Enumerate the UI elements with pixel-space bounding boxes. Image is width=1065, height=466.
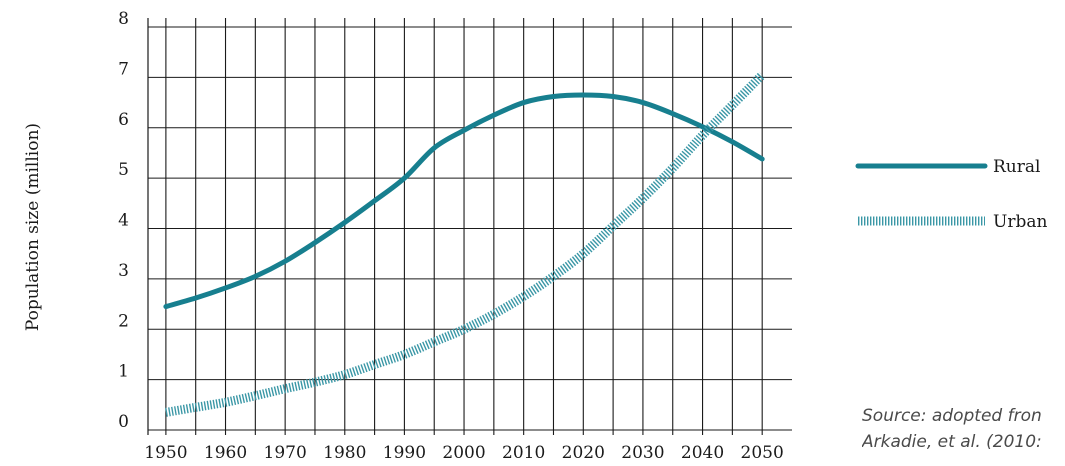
y-tick-label: 6 [118, 110, 129, 130]
series-line-rural [163, 92, 765, 310]
x-tick-label: 1980 [323, 443, 366, 463]
x-tick-label: 1950 [144, 443, 187, 463]
source-note: Source: adopted fron Arkadie, et al. (20… [862, 403, 1065, 455]
series-layer [163, 71, 766, 417]
x-tick-label: 2050 [741, 443, 784, 463]
x-tick-label: 2000 [442, 443, 485, 463]
x-tick-label: 1970 [264, 443, 307, 463]
source-line-2: Arkadie, et al. (2010: [862, 432, 1042, 452]
chart-grid [147, 18, 792, 435]
x-tick-label: 2030 [621, 443, 664, 463]
legend-label-urban: Urban [993, 212, 1047, 232]
x-tick-label: 2010 [502, 443, 545, 463]
y-tick-label: 5 [118, 160, 129, 180]
chart-legend: Rural Urban [855, 157, 1047, 232]
x-tick-label: 2020 [562, 443, 605, 463]
series-line-urban [165, 71, 766, 417]
y-tick-label: 1 [118, 362, 129, 382]
y-tick-label: 0 [118, 412, 129, 432]
y-axis-title: Population size (million) [23, 123, 43, 331]
source-line-1: Source: adopted fron [862, 406, 1042, 426]
x-tick-labels: 1950 1960 1970 1980 1990 2000 2010 2020 2030 2040… [144, 443, 784, 463]
y-tick-label: 2 [118, 311, 129, 331]
x-tick-label: 1960 [204, 443, 247, 463]
legend-label-rural: Rural [993, 157, 1040, 177]
x-tick-label: 2040 [681, 443, 724, 463]
y-tick-label: 4 [118, 211, 129, 231]
y-tick-label: 8 [118, 9, 129, 29]
y-tick-label: 7 [118, 59, 129, 79]
x-tick-label: 1990 [383, 443, 426, 463]
y-tick-labels: 0 1 2 3 4 5 6 7 8 [118, 9, 129, 432]
y-tick-label: 3 [118, 261, 129, 281]
